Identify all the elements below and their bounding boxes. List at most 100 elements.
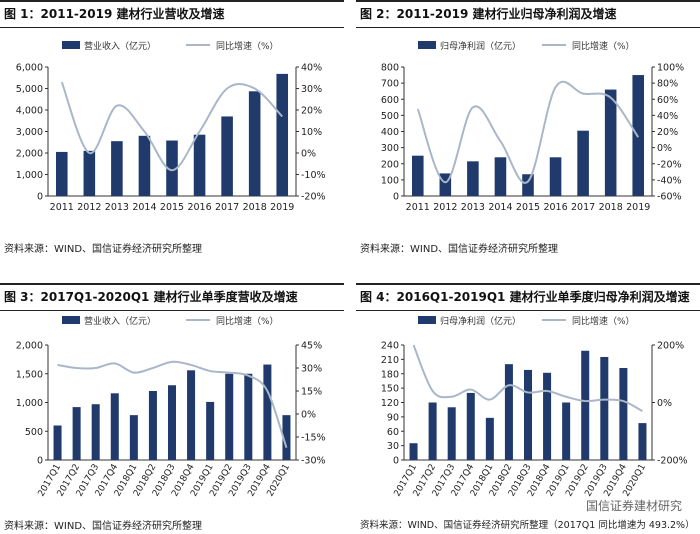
bar (225, 373, 234, 460)
left-tick-label: 500 (25, 427, 43, 438)
bar (166, 140, 178, 196)
chart-panel-3: 图 3：2017Q1-2020Q1 建材行业单季度营收及增速 营业收入（亿元） 同… (0, 283, 344, 534)
x-tick-label: 2015 (160, 202, 184, 213)
x-tick-label: 2019 (626, 202, 650, 213)
right-tick-label: 0% (657, 143, 672, 154)
right-tick-label: 30% (301, 84, 322, 95)
legend-label-line: 同比增速（%） (572, 40, 635, 52)
x-tick-label: 2011 (406, 202, 430, 213)
bar (282, 415, 291, 460)
bar (549, 157, 562, 196)
bar (619, 368, 628, 460)
right-tick-label: 10% (301, 127, 322, 138)
bar (276, 73, 289, 196)
bar (600, 356, 609, 460)
bar (485, 417, 494, 460)
bar (83, 150, 96, 196)
right-tick-label: 15% (301, 387, 322, 398)
bar (263, 364, 272, 460)
chart-4-plot: 归母净利润（亿元） 同比增速（%） 0 30 60 90 120 150 180 210 240 -2… (381, 315, 688, 498)
x-tick-label: 2014 (488, 202, 512, 213)
right-tick-label: -15% (301, 433, 326, 444)
bar (577, 130, 589, 196)
left-tick-label: 300 (381, 143, 399, 154)
left-tick-label: 1,000 (16, 398, 43, 409)
legend: 营业收入（亿元） 同比增速（%） (62, 315, 279, 327)
left-tick-label: 3,000 (16, 127, 43, 138)
bar (72, 407, 81, 460)
right-tick-label: 30% (301, 364, 322, 375)
x-tick-label: 2016 (187, 202, 211, 213)
growth-line (60, 81, 283, 172)
bar (55, 151, 68, 196)
left-tick-label: 2,000 (16, 341, 43, 352)
left-tick-label: 90 (387, 412, 399, 423)
growth-line (416, 80, 640, 184)
x-tick-label: 2013 (105, 202, 129, 213)
x-tick-label: 2014 (132, 202, 156, 213)
legend-label-bar: 营业收入（亿元） (84, 40, 156, 52)
legend-label-bar: 归母净利润（亿元） (440, 40, 521, 52)
bar (193, 134, 206, 196)
left-tick-label: 2,000 (16, 149, 43, 160)
right-tick-label: 45% (301, 341, 322, 352)
left-tick-label: 0 (393, 192, 399, 203)
bar (206, 401, 215, 460)
right-tick-label: 0% (301, 149, 316, 160)
chart-title: 图 2：2011-2019 建材行业归母净利润及增速 (360, 7, 617, 21)
right-tick-label: 20% (657, 127, 678, 138)
right-tick-label: -40% (657, 175, 682, 186)
left-tick-label: 240 (381, 341, 399, 352)
chart-panel-1: 图 1：2011-2019 建材行业营收及增速 营业收入（亿元） 同比增速（%） 0… (0, 0, 344, 262)
chart-3-plot: 营业收入（亿元） 同比增速（%） 0 500 1,000 1,500 2,000 -30% -1… (16, 315, 326, 498)
left-tick-label: 0 (393, 456, 399, 467)
bar (543, 372, 552, 460)
x-tick-label: 2013 (461, 202, 485, 213)
legend-bar-swatch (418, 316, 436, 324)
legend-bar-swatch (418, 41, 436, 49)
x-tick-label: 2016 (543, 202, 567, 213)
left-tick-label: 120 (381, 398, 399, 409)
x-tick-label: 2012 (433, 202, 457, 213)
bar (148, 391, 157, 460)
chart-title: 图 3：2017Q1-2020Q1 建材行业单季度营收及增速 (4, 290, 298, 304)
legend-label-bar: 归母净利润（亿元） (440, 315, 521, 327)
left-tick-label: 6,000 (16, 63, 43, 74)
chart-2-plot: 归母净利润（亿元） 同比增速（%） 0 100 200 300 400 500 600 700 80… (381, 40, 684, 213)
x-tick-label: 2018 (243, 202, 267, 213)
bar (428, 402, 437, 460)
left-tick-label: 100 (381, 175, 399, 186)
bar (138, 135, 151, 196)
left-tick-label: 1,500 (16, 369, 43, 380)
growth-line (412, 344, 643, 413)
right-tick-label: -20% (657, 159, 682, 170)
bar (91, 404, 100, 460)
right-tick-label: 20% (301, 106, 322, 117)
bar (167, 385, 177, 460)
left-tick-label: 210 (381, 355, 399, 366)
chart-source: 资料来源：WIND、国信证券经济研究所整理 (360, 244, 559, 255)
left-tick-label: 1,000 (16, 170, 43, 181)
bar (523, 369, 533, 460)
left-tick-label: 0 (37, 192, 43, 203)
right-tick-label: 200% (657, 341, 684, 352)
bar (522, 174, 534, 196)
legend: 归母净利润（亿元） 同比增速（%） (418, 40, 635, 52)
legend-bar-swatch (62, 41, 80, 49)
bar (439, 173, 452, 196)
bar (581, 350, 590, 460)
bar (129, 415, 138, 460)
left-tick-label: 30 (387, 441, 399, 452)
bar (604, 89, 617, 196)
x-tick-label: 2019 (270, 202, 294, 213)
chart-panel-2: 图 2：2011-2019 建材行业归母净利润及增速 归母净利润（亿元） 同比增速… (356, 0, 700, 262)
right-tick-label: -200% (657, 456, 688, 467)
right-tick-label: -10% (301, 170, 326, 181)
left-tick-label: 180 (381, 369, 399, 380)
bar (409, 443, 418, 460)
right-tick-label: -20% (301, 192, 326, 203)
left-tick-label: 700 (381, 79, 399, 90)
watermark-text: 国信证券建材研究 (585, 499, 682, 513)
left-tick-label: 60 (387, 427, 399, 438)
bar (110, 393, 119, 460)
